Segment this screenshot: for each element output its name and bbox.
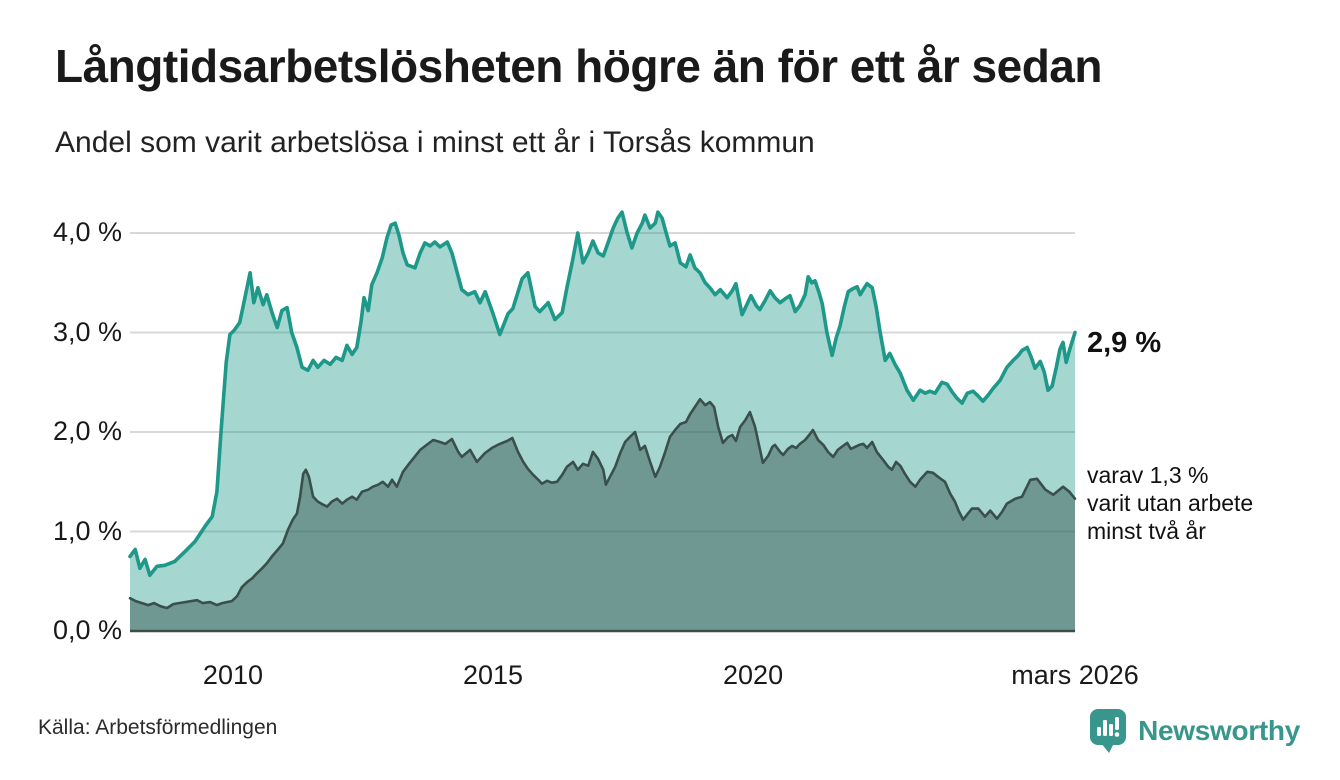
series-line-one-year	[128, 210, 1077, 578]
secondary-value-line2: varit utan arbete	[1087, 490, 1254, 516]
latest-value-label: 2,9 %	[1087, 327, 1162, 359]
x-tick-2020: 2020	[723, 660, 784, 690]
secondary-value-label: varav 1,3 % varit utan arbete minst två …	[1087, 461, 1253, 545]
x-tick-2010: 2010	[202, 660, 263, 690]
newsworthy-wordmark: Newsworthy	[1138, 715, 1300, 746]
page-title: Långtidsarbetslösheten högre än för ett …	[55, 40, 1102, 92]
y-tick-4: 4,0 %	[52, 217, 122, 247]
secondary-value-line1: varav 1,3 %	[1087, 462, 1209, 488]
page-subtitle: Andel som varit arbetslösa i minst ett å…	[55, 126, 815, 159]
source-note: Källa: Arbetsförmedlingen	[38, 716, 278, 739]
secondary-value-line3: minst två år	[1087, 518, 1206, 544]
y-tick-3: 3,0 %	[52, 316, 122, 347]
series-line-two-years	[128, 397, 1077, 610]
y-tick-0: 0,0 %	[52, 615, 122, 645]
series-area-two-years	[130, 399, 1075, 631]
newsworthy-logo: Newsworthy	[1089, 708, 1300, 754]
x-tick-mars-2026: mars 2026	[1011, 660, 1139, 690]
y-tick-2: 2,0 %	[52, 416, 122, 446]
y-tick-1: 1,0 %	[52, 515, 122, 546]
x-tick-2015: 2015	[462, 660, 524, 690]
newsworthy-icon	[1090, 709, 1127, 753]
